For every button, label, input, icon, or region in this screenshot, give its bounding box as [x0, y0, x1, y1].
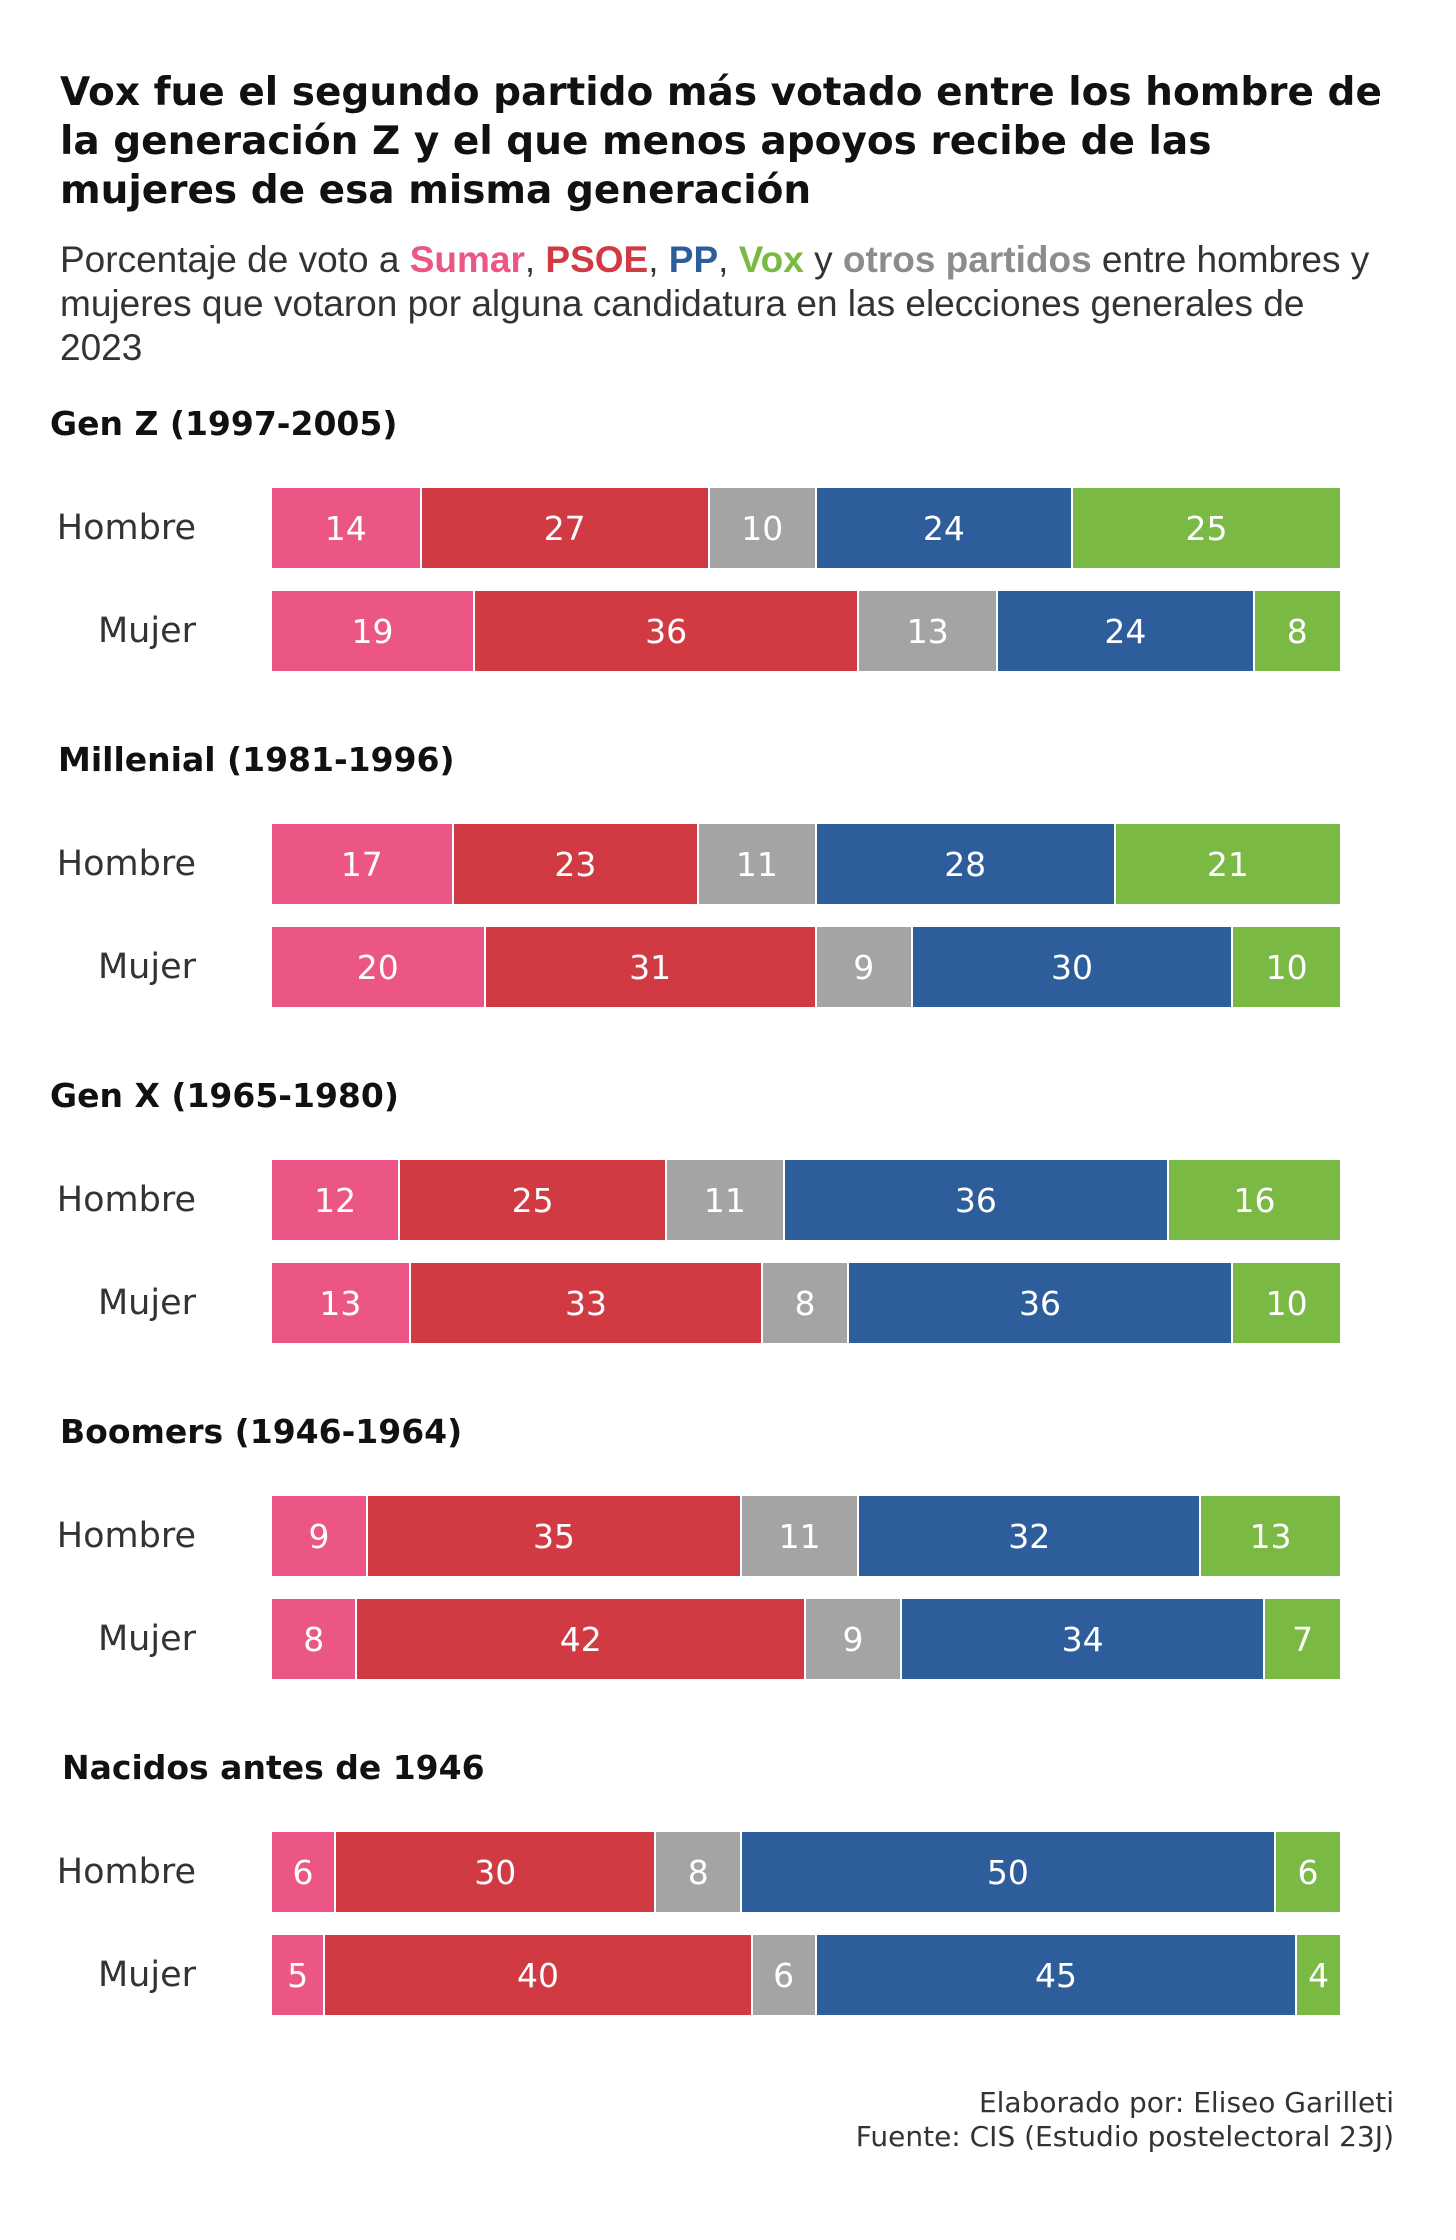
bar-segment-psoe: 35: [368, 1496, 742, 1576]
group-title: Gen X (1965-1980): [50, 1076, 399, 1115]
subtitle-sep: ,: [718, 239, 739, 280]
row-label: Hombre: [56, 1852, 196, 1892]
bar-segment-sumar: 8: [272, 1599, 358, 1679]
subtitle-suffix: entre hombres y mujeres que votaron por …: [60, 239, 1370, 368]
row-label: Mujer: [97, 1619, 196, 1659]
subtitle-sep: ,: [524, 239, 546, 280]
row-label: Mujer: [97, 947, 196, 987]
bar-segment-sumar: 19: [272, 591, 475, 671]
bar-segment-vox: 13: [1201, 1496, 1340, 1576]
group-title: Boomers (1946-1964): [60, 1412, 463, 1451]
bar-segment-otros: 11: [741, 1496, 860, 1576]
row-label: Hombre: [56, 844, 196, 884]
bar-segment-vox: 4: [1297, 1935, 1340, 2015]
subtitle-sumar: Sumar: [409, 239, 525, 280]
bar-segment-psoe: 36: [474, 591, 860, 671]
bar-segment-sumar: 6: [272, 1832, 337, 1912]
bar-segment-otros: 10: [709, 488, 817, 568]
subtitle-and: y: [803, 239, 843, 280]
bar-segment-psoe: 31: [485, 927, 817, 1007]
bar-segment-sumar: 20: [272, 927, 486, 1007]
row-label: Hombre: [56, 508, 196, 548]
bar-segment-otros: 8: [763, 1263, 849, 1343]
bar-segment-otros: 9: [816, 927, 913, 1007]
row-label: Hombre: [56, 1180, 196, 1220]
row-label: Mujer: [97, 611, 196, 651]
bar-segment-vox: 7: [1265, 1599, 1340, 1679]
bar-segment-pp: 30: [912, 927, 1234, 1007]
bar-segment-pp: 34: [902, 1599, 1266, 1679]
bar-segment-pp: 28: [816, 824, 1116, 904]
bar-segment-sumar: 5: [272, 1935, 326, 2015]
bar-segment-otros: 13: [859, 591, 999, 671]
bar-segment-pp: 36: [784, 1160, 1170, 1240]
subtitle-otros: otros partidos: [842, 239, 1092, 280]
author-credit: Elaborado por: Eliseo Garilleti: [978, 2086, 1394, 2119]
bar-segment-sumar: 17: [272, 824, 454, 904]
bar-segment-psoe: 27: [421, 488, 710, 568]
bar-segment-vox: 25: [1073, 488, 1340, 568]
bar-segment-sumar: 9: [272, 1496, 369, 1576]
row-label: Hombre: [56, 1516, 196, 1556]
bar-segment-psoe: 40: [325, 1935, 753, 2015]
bar-segment-pp: 24: [998, 591, 1255, 671]
bar-segment-psoe: 42: [357, 1599, 806, 1679]
chart-title: Vox fue el segundo partido más votado en…: [60, 70, 1382, 213]
chart-subtitle: Porcentaje de voto a Sumar, PSOE, PP, Vo…: [60, 238, 1390, 370]
chart-footer: Elaborado por: Eliseo Garilleti Fuente: …: [856, 2086, 1394, 2154]
group-title: Gen Z (1997-2005): [50, 404, 398, 443]
bar-segment-sumar: 12: [272, 1160, 401, 1240]
bar-segment-vox: 6: [1275, 1832, 1340, 1912]
bar-segment-otros: 6: [752, 1935, 817, 2015]
bar-segment-vox: 21: [1115, 824, 1340, 904]
bar-segment-pp: 24: [816, 488, 1073, 568]
bar-segment-pp: 36: [848, 1263, 1234, 1343]
subtitle-psoe: PSOE: [545, 239, 649, 280]
bar-segment-psoe: 23: [453, 824, 700, 904]
group-title: Millenial (1981-1996): [58, 740, 455, 779]
bar-segment-sumar: 13: [272, 1263, 411, 1343]
bar-segment-pp: 50: [741, 1832, 1276, 1912]
bar-segment-psoe: 33: [410, 1263, 764, 1343]
bar-segment-vox: 8: [1254, 591, 1340, 671]
bar-segment-otros: 9: [806, 1599, 903, 1679]
subtitle-pp: PP: [668, 239, 719, 280]
bar-segment-pp: 32: [859, 1496, 1202, 1576]
bar-segment-otros: 11: [699, 824, 817, 904]
bar-segment-sumar: 14: [272, 488, 422, 568]
subtitle-prefix: Porcentaje de voto a: [60, 239, 410, 280]
bar-segment-vox: 10: [1233, 927, 1340, 1007]
subtitle-sep: ,: [648, 239, 669, 280]
bar-segment-pp: 45: [816, 1935, 1298, 2015]
subtitle-vox: Vox: [738, 239, 804, 280]
row-label: Mujer: [97, 1955, 196, 1995]
bar-segment-otros: 8: [656, 1832, 742, 1912]
bar-segment-vox: 10: [1233, 1263, 1340, 1343]
bar-segment-otros: 11: [667, 1160, 785, 1240]
row-label: Mujer: [97, 1283, 196, 1323]
group-title: Nacidos antes de 1946: [62, 1748, 485, 1787]
bar-segment-vox: 16: [1169, 1160, 1340, 1240]
bar-segment-psoe: 25: [400, 1160, 668, 1240]
bar-segment-psoe: 30: [336, 1832, 657, 1912]
source-credit: Fuente: CIS (Estudio postelectoral 23J): [855, 2120, 1394, 2153]
